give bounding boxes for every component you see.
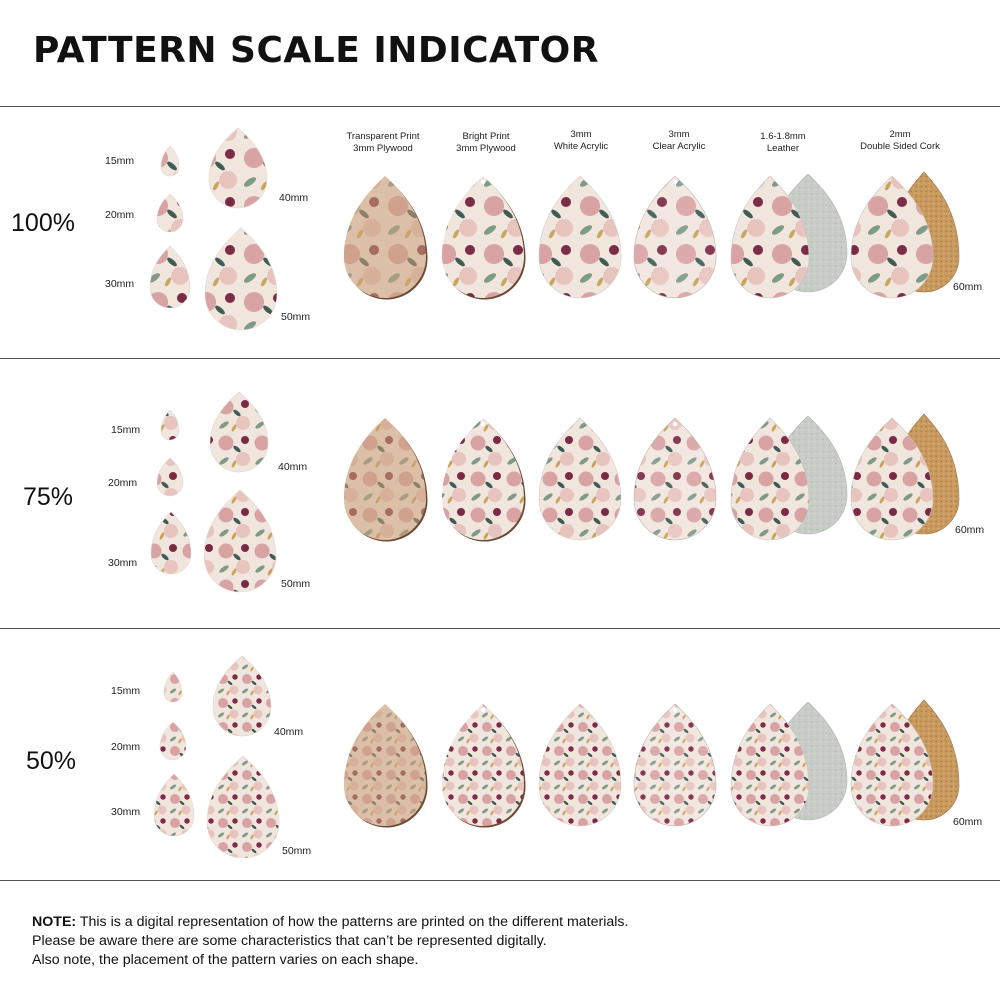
small-drop-15mm [160, 145, 180, 177]
drop-leather [730, 175, 810, 299]
drop-transparent-plywood-print [344, 418, 426, 540]
drop-transparent-plywood-print [344, 176, 426, 298]
drop-cork [850, 703, 934, 827]
small-drop-30mm [150, 511, 192, 575]
size-label-30mm: 30mm [105, 278, 135, 290]
small-drop-40mm [208, 127, 268, 209]
drop-clear-acrylic-hole [672, 179, 678, 185]
note-line-1: This is a digital representation of how … [79, 914, 629, 930]
size-label-20mm: 20mm [108, 477, 138, 489]
drop-clear-acrylic [633, 703, 717, 827]
size-label-40mm: 40mm [274, 726, 304, 738]
drop-bright-plywood [442, 418, 524, 540]
note-line-2: Please be aware there are some character… [32, 933, 547, 949]
size-label-15mm: 15mm [111, 685, 141, 697]
size-label-40mm: 40mm [278, 461, 308, 473]
small-drop-40mm [209, 391, 269, 473]
small-drop-15mm [160, 409, 180, 441]
drop-leather [730, 703, 810, 827]
size-label-50mm: 50mm [281, 578, 311, 590]
small-drop-40mm [212, 655, 272, 737]
size-label-20mm: 20mm [111, 741, 141, 753]
size-label-30mm: 30mm [108, 557, 138, 569]
scale-label-50: 50% [25, 747, 77, 775]
size-label-60mm: 60mm [953, 281, 983, 293]
material-header-leather: 1.6-1.8mm Leather [760, 131, 806, 154]
drop-transparent-plywood-print [344, 704, 426, 826]
divider-bottom [0, 880, 1000, 881]
material-header-cork: 2mm Double Sided Cork [860, 129, 940, 152]
drop-clear-acrylic [633, 175, 717, 299]
drop-leather [730, 417, 810, 541]
material-header-white-acrylic: 3mm White Acrylic [553, 129, 609, 152]
page-title: PATTERN SCALE INDICATOR [33, 30, 600, 71]
footer-note: NOTE: This is a digital representation o… [32, 913, 972, 970]
size-label-60mm: 60mm [955, 524, 985, 536]
small-drop-50mm [206, 755, 280, 859]
note-label: NOTE: [32, 914, 77, 930]
small-drop-50mm [203, 489, 277, 593]
drop-bright-plywood-hole [480, 421, 486, 427]
scale-label-75: 75% [22, 483, 74, 511]
size-label-15mm: 15mm [111, 424, 141, 436]
drop-bright-plywood-hole [480, 707, 486, 713]
scale-label-100: 100% [11, 209, 75, 237]
size-label-50mm: 50mm [281, 311, 311, 323]
note-line-3: Also note, the placement of the pattern … [32, 952, 419, 968]
drop-bright-plywood-hole [480, 179, 486, 185]
size-label-20mm: 20mm [105, 209, 135, 221]
earring-samples [149, 127, 960, 859]
drop-bright-plywood [442, 176, 524, 298]
small-drop-15mm [163, 671, 183, 703]
small-drop-20mm [159, 721, 187, 761]
size-label-60mm: 60mm [953, 816, 983, 828]
material-header-clear-acrylic: 3mm Clear Acrylic [652, 129, 706, 152]
drop-white-acrylic [538, 417, 622, 541]
drop-clear-acrylic-hole [672, 421, 678, 427]
divider-1 [0, 358, 1000, 359]
small-drop-30mm [149, 245, 191, 309]
material-header-bright-plywood: Bright Print 3mm Plywood [456, 131, 516, 154]
small-drop-50mm [204, 227, 278, 331]
divider-2 [0, 628, 1000, 629]
size-label-30mm: 30mm [111, 806, 141, 818]
size-label-50mm: 50mm [282, 845, 312, 857]
size-label-40mm: 40mm [279, 192, 309, 204]
drop-cork [850, 417, 934, 541]
drop-clear-acrylic [633, 417, 717, 541]
small-drop-20mm [156, 193, 184, 233]
drop-white-acrylic [538, 175, 622, 299]
small-drop-30mm [153, 773, 195, 837]
material-header-transparent-plywood: Transparent Print 3mm Plywood [346, 131, 420, 154]
drop-cork [850, 175, 934, 299]
size-label-15mm: 15mm [105, 155, 135, 167]
drop-bright-plywood [442, 704, 524, 826]
small-drop-20mm [156, 457, 184, 497]
drop-clear-acrylic-hole [672, 707, 678, 713]
drop-white-acrylic [538, 703, 622, 827]
divider-top [0, 106, 1000, 107]
